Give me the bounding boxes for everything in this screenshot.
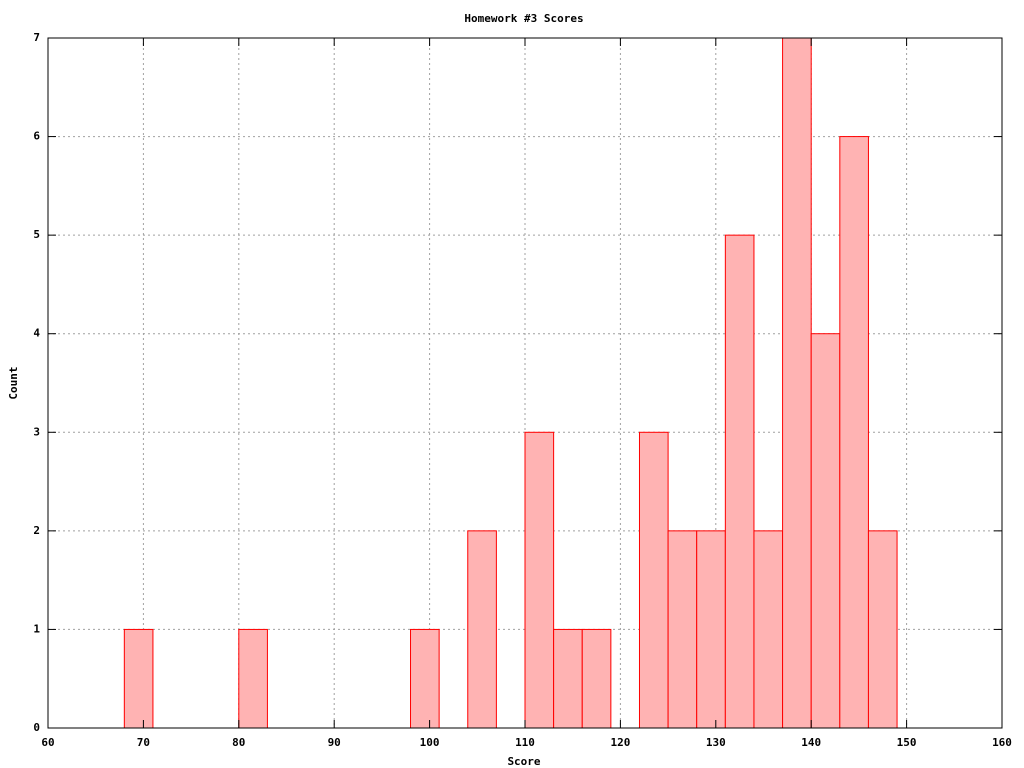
bar [867,530,898,729]
y-tick-label: 4 [33,327,40,340]
y-axis-label: Count [7,366,20,399]
x-tick-label: 80 [232,736,245,749]
bar [696,530,726,729]
x-tick-label: 70 [137,736,150,749]
x-tick-label: 100 [420,736,440,749]
bar [638,431,669,729]
plot-frame [47,37,1003,729]
bar [667,530,698,729]
x-tick-label: 90 [328,736,341,749]
x-tick-label: 60 [41,736,54,749]
axes-layer: 0 1 2 3 4 5 6 7 60 70 80 90 100 110 120 130 140 150 160 [33,31,1012,749]
y-tick-label: 3 [33,425,40,438]
y-tick-label: 6 [33,130,40,143]
x-tick-label: 160 [992,736,1012,749]
bar [123,628,154,729]
x-tick-label: 140 [801,736,821,749]
bar [238,628,268,729]
x-axis-label: Score [507,755,540,768]
bar [553,628,583,729]
bar [839,136,869,729]
bar [724,234,755,729]
chart-title: Homework #3 Scores [464,12,583,25]
bar [753,530,784,729]
bars-layer [123,37,898,729]
bar [467,530,497,729]
y-tick-label: 0 [33,721,40,734]
bar [581,628,612,729]
x-tick-label: 130 [706,736,726,749]
bar [810,333,841,729]
y-tick-label: 2 [33,524,40,537]
bar [410,628,440,729]
x-tick-label: 150 [897,736,917,749]
bar [782,37,812,729]
y-tick-label: 5 [33,228,40,241]
x-tick-label: 120 [610,736,630,749]
y-tick-label: 1 [33,622,40,635]
y-tick-label: 7 [33,31,40,44]
x-tick-label: 110 [515,736,535,749]
bar [524,431,555,729]
